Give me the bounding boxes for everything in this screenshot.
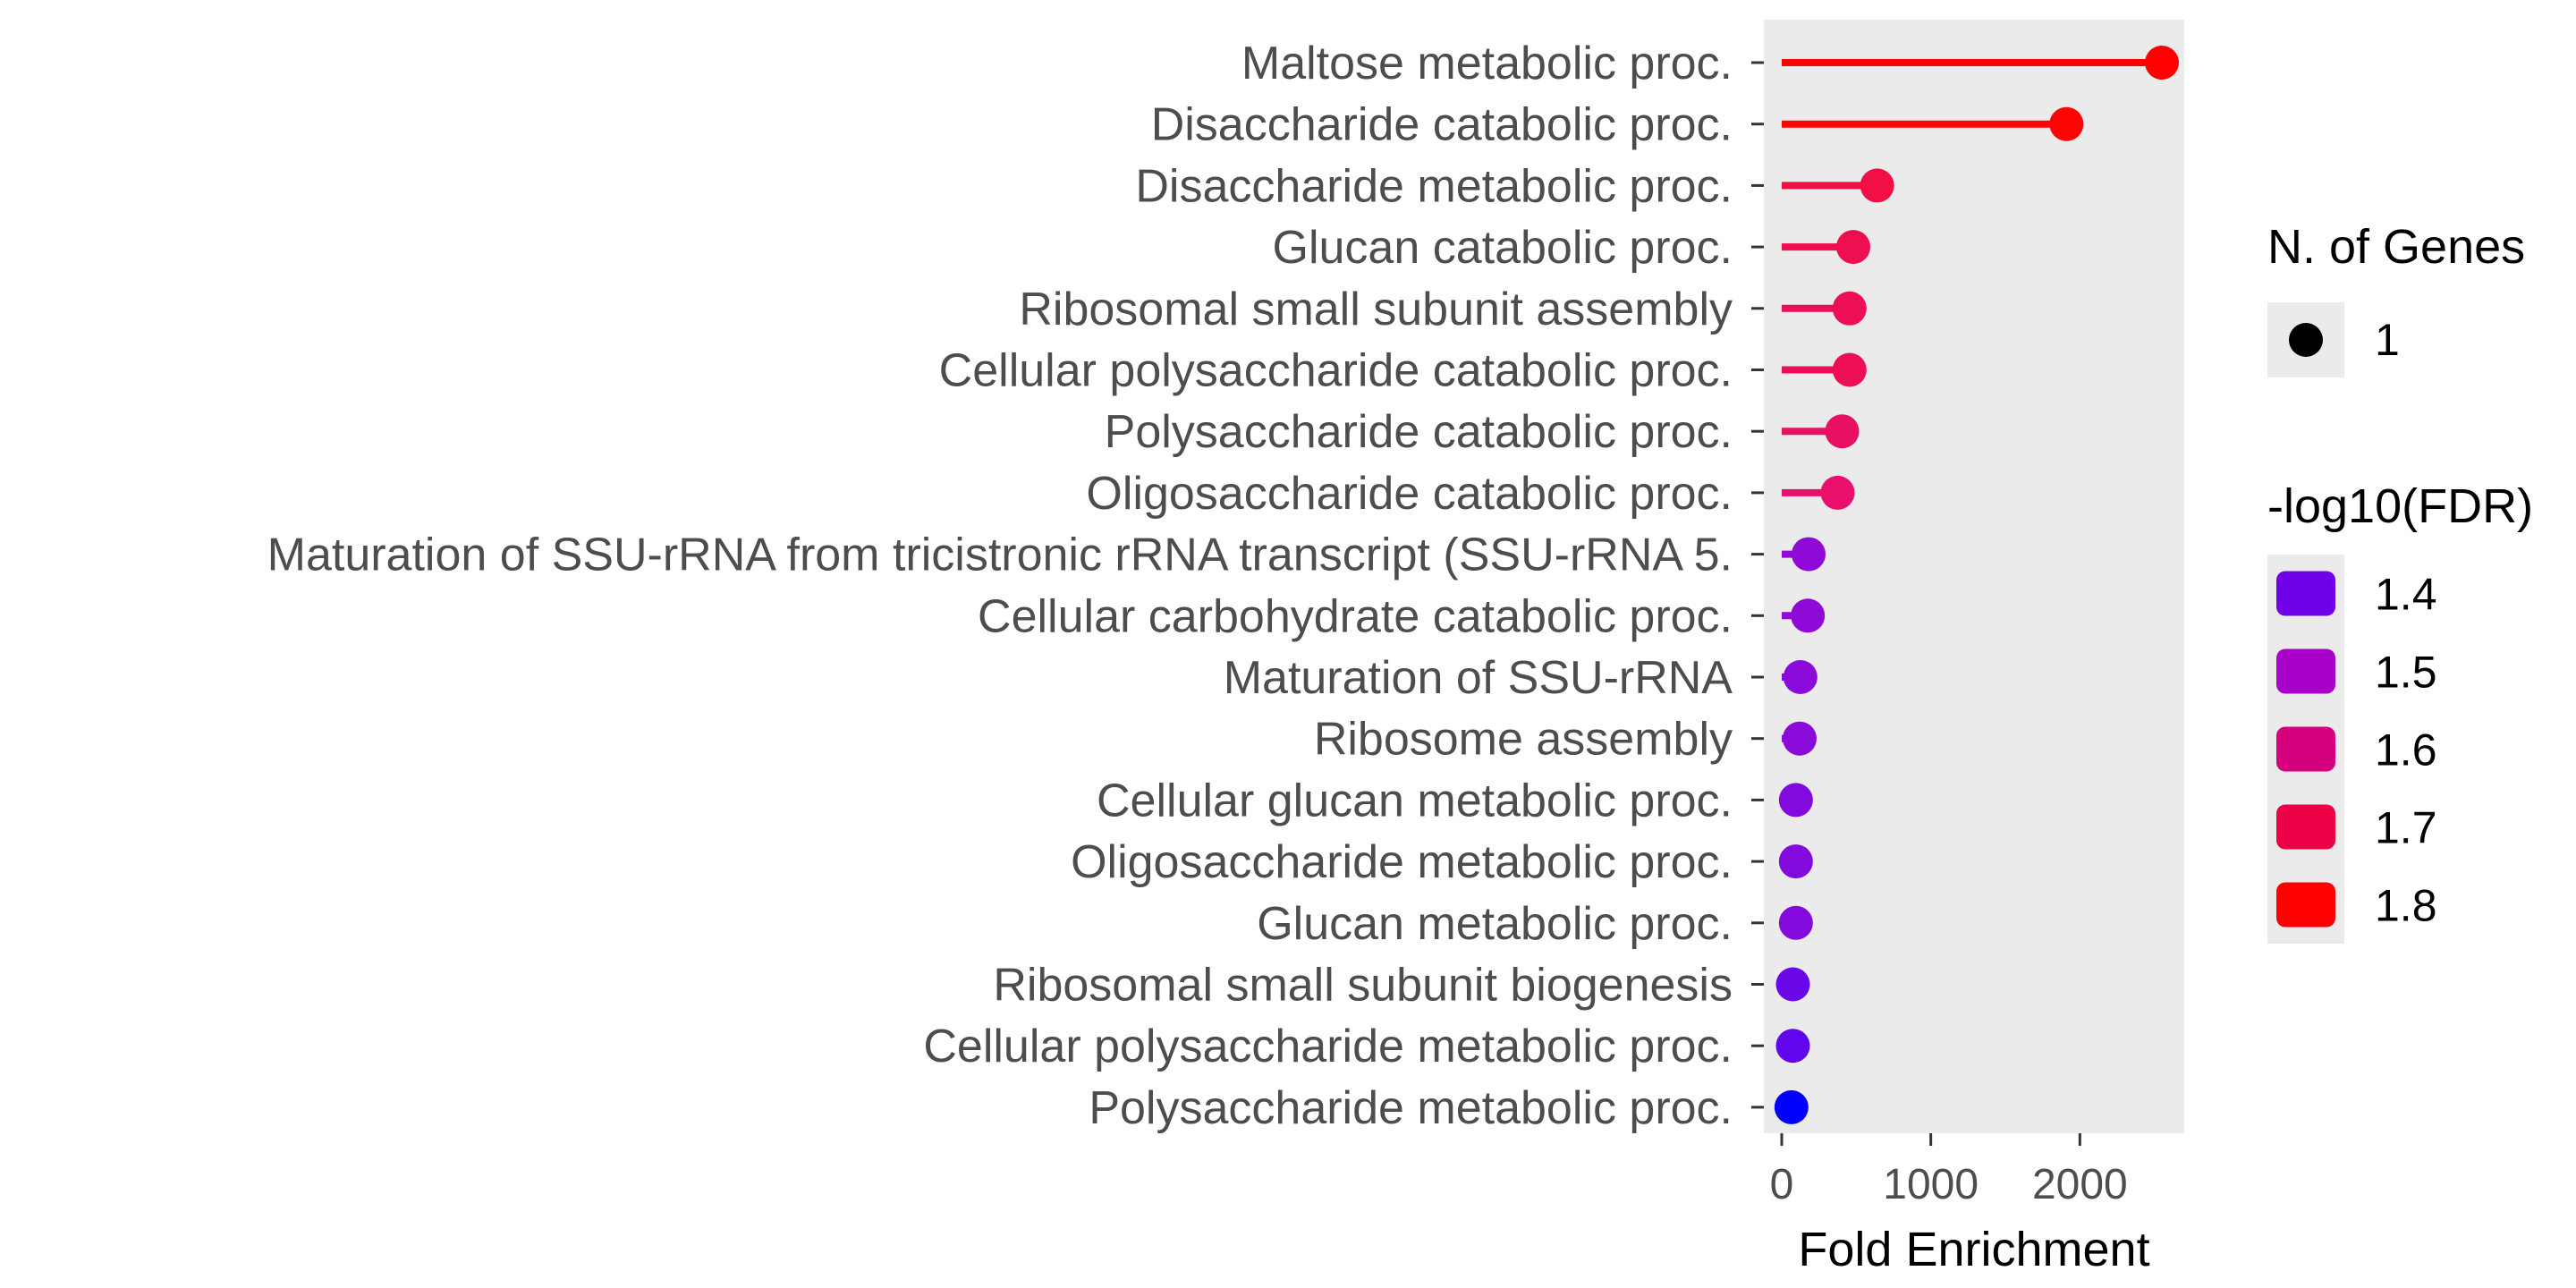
- legend-n-genes-dot: [2289, 323, 2323, 357]
- lollipop-point: [1775, 967, 1810, 1002]
- legend-fdr-swatch: [2276, 648, 2335, 694]
- category-label: Maturation of SSU-rRNA from tricistronic…: [267, 530, 1733, 581]
- category-labels: Maltose metabolic proc. Disaccharide cata…: [267, 38, 1764, 1134]
- legend-fdr-label: 1.5: [2375, 648, 2437, 698]
- lollipop-point: [1791, 598, 1826, 633]
- lollipop-point: [1860, 168, 1894, 203]
- lollipop-point: [1778, 844, 1813, 879]
- legend-fdr-swatch: [2276, 804, 2335, 850]
- category-label: Polysaccharide catabolic proc.: [1105, 406, 1733, 458]
- category-label: Ribosomal small subunit assembly: [1019, 284, 1733, 335]
- category-label: Maturation of SSU-rRNA: [1224, 652, 1733, 704]
- category-label: Ribosome assembly: [1314, 714, 1733, 766]
- legend-fdr-swatch: [2276, 571, 2335, 616]
- legend-fdr-title: -log10(FDR): [2267, 479, 2533, 533]
- lollipop-point: [1778, 905, 1813, 940]
- category-label: Cellular glucan metabolic proc.: [1097, 775, 1733, 826]
- legend-fdr-swatch: [2276, 726, 2335, 772]
- lollipop-point: [1820, 475, 1855, 510]
- lollipop-point: [1832, 291, 1867, 326]
- legend-n-genes-label: 1: [2375, 315, 2400, 365]
- x-axis-title: Fold Enrichment: [1798, 1223, 2149, 1276]
- chart-marks: [1774, 46, 2179, 1124]
- category-label: Cellular polysaccharide catabolic proc.: [939, 345, 1733, 397]
- lollipop-point: [1778, 783, 1813, 818]
- lollipop-point: [1783, 660, 1818, 694]
- category-label: Glucan catabolic proc.: [1273, 222, 1733, 274]
- legend-fdr-label: 1.6: [2375, 725, 2437, 775]
- legend-fdr: -log10(FDR) 1.4 1.5 1.6 1.7 1.8: [2267, 479, 2533, 944]
- category-label: Oligosaccharide metabolic proc.: [1071, 836, 1733, 888]
- lollipop-point: [1775, 1029, 1810, 1063]
- x-tick-label: 2000: [2032, 1161, 2128, 1208]
- category-label: Cellular carbohydrate catabolic proc.: [978, 590, 1733, 642]
- lollipop-point: [1783, 721, 1817, 756]
- legend-n-genes-title: N. of Genes: [2267, 220, 2525, 274]
- category-label: Maltose metabolic proc.: [1241, 38, 1733, 89]
- lollipop-point: [1836, 230, 1870, 265]
- category-label: Cellular polysaccharide metabolic proc.: [923, 1021, 1733, 1072]
- category-label: Glucan metabolic proc.: [1257, 898, 1733, 950]
- lollipop-point: [1792, 537, 1826, 572]
- lollipop-point: [2049, 106, 2084, 141]
- legend-fdr-label: 1.8: [2375, 881, 2437, 931]
- category-label: Disaccharide catabolic proc.: [1151, 99, 1733, 151]
- category-label: Ribosomal small subunit biogenesis: [993, 960, 1733, 1012]
- category-label: Disaccharide metabolic proc.: [1135, 160, 1733, 212]
- lollipop-point: [1825, 414, 1860, 449]
- legend-fdr-label: 1.7: [2375, 803, 2437, 853]
- category-label: Oligosaccharide catabolic proc.: [1086, 468, 1733, 520]
- legend-fdr-label: 1.4: [2375, 570, 2437, 620]
- lollipop-point: [2145, 46, 2179, 80]
- legend-n-genes: N. of Genes 1: [2267, 220, 2525, 377]
- x-tick-label: 1000: [1883, 1161, 1979, 1208]
- lollipop-point: [1774, 1089, 1809, 1124]
- lollipop-point: [1832, 352, 1867, 387]
- plot-panel: [1764, 20, 2184, 1133]
- category-label: Polysaccharide metabolic proc.: [1089, 1082, 1733, 1134]
- legend-fdr-swatch: [2276, 882, 2335, 928]
- x-axis: 0 1000 2000: [1770, 1133, 2128, 1208]
- x-tick-label: 0: [1770, 1161, 1794, 1208]
